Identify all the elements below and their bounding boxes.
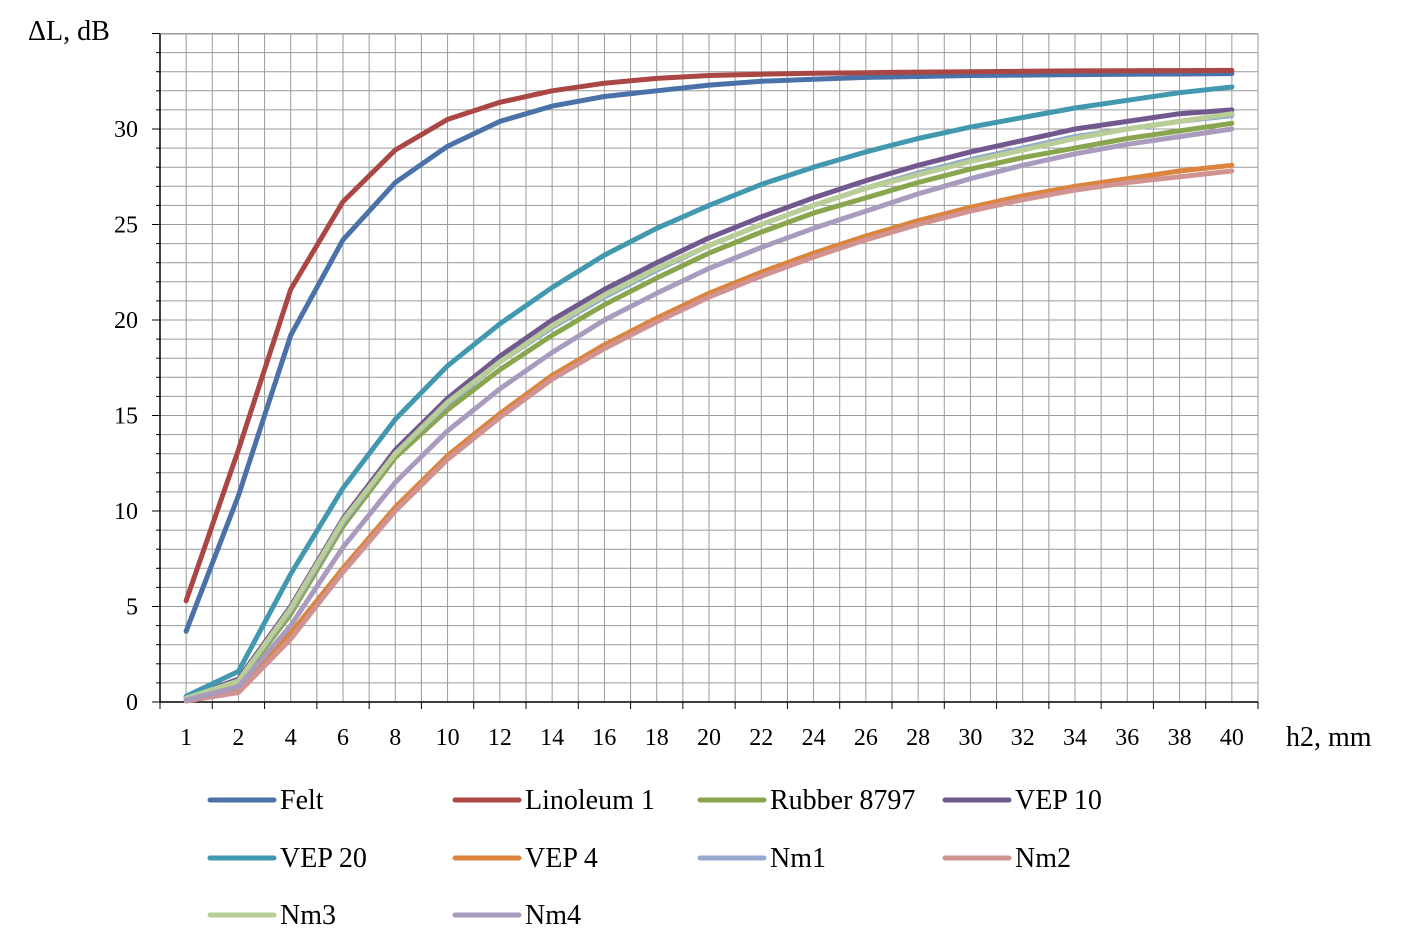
series-line: [183, 84, 1235, 699]
legend-label: Rubber 8797: [770, 785, 915, 816]
x-tick-label: 8: [389, 725, 401, 751]
axes: [152, 33, 1259, 709]
series-lines: [183, 67, 1235, 704]
series-line: [183, 71, 1235, 634]
x-tick-label: 12: [488, 725, 512, 751]
legend: Felt Linoleum 1 Rubber 8797 VEP 10 VEP 20 VEP…: [207, 785, 1102, 931]
x-tick-label: 6: [337, 725, 349, 751]
x-axis-label: h2, mm: [1286, 722, 1372, 753]
legend-label: Felt: [280, 785, 324, 816]
x-tick-label: 28: [906, 725, 930, 751]
x-tick-label: 32: [1011, 725, 1035, 751]
series-line: [183, 67, 1235, 604]
series-line: [183, 111, 1235, 701]
x-tick-label: 38: [1168, 725, 1192, 751]
x-tick-label: 4: [285, 725, 297, 751]
x-tick-label: 30: [958, 725, 982, 751]
y-tick-label: 10: [114, 499, 138, 525]
legend-label: Nm4: [525, 900, 581, 931]
y-axis-label: ΔL, dB: [28, 16, 110, 47]
y-tick-label: 15: [114, 404, 138, 430]
x-tick-label: 20: [697, 725, 721, 751]
legend-label: VEP 10: [1015, 785, 1102, 816]
x-tick-label: 18: [645, 725, 669, 751]
legend-label: Nm2: [1015, 843, 1071, 874]
x-tick-label: 10: [436, 725, 460, 751]
y-tick-label: 25: [114, 213, 138, 239]
legend-label: Nm1: [770, 843, 826, 874]
x-tick-label: 22: [749, 725, 773, 751]
x-tick-label: 34: [1063, 725, 1087, 751]
x-tick-label: 40: [1220, 725, 1244, 751]
y-tick-label: 5: [126, 595, 138, 621]
legend-label: Linoleum 1: [525, 785, 655, 816]
y-tick-label: 30: [114, 117, 138, 143]
series-line: [183, 126, 1235, 703]
x-tick-label: 1: [180, 725, 192, 751]
x-tick-label: 16: [592, 725, 616, 751]
series-line: [183, 168, 1235, 704]
y-tick-label: 20: [114, 308, 138, 334]
legend-label: Nm3: [280, 900, 336, 931]
x-tick-label: 26: [854, 725, 878, 751]
x-tick-label: 36: [1115, 725, 1139, 751]
x-tick-label: 24: [802, 725, 826, 751]
legend-label: VEP 4: [525, 843, 598, 874]
x-tick-label: 14: [540, 725, 564, 751]
y-tick-label: 0: [126, 690, 138, 716]
x-tick-label: 2: [232, 725, 244, 751]
legend-label: VEP 20: [280, 843, 367, 874]
